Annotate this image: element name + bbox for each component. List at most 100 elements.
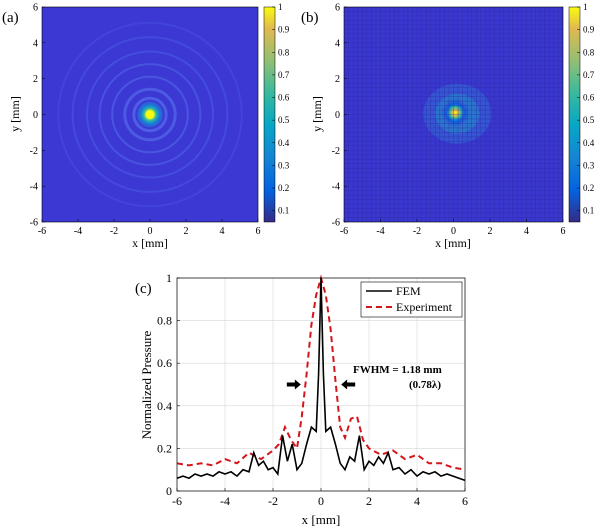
legend-fem-label: FEM bbox=[396, 284, 421, 298]
colorbar-tick-label: 0.3 bbox=[278, 160, 290, 170]
x-tick-label: -6 bbox=[38, 226, 46, 237]
line-chart-ylabel: Normalized Pressure bbox=[139, 330, 154, 439]
y-tick-label: -4 bbox=[332, 182, 340, 193]
x-tick-label: -6 bbox=[172, 494, 182, 508]
x-tick-label: 6 bbox=[256, 226, 261, 237]
line-chart-ticks: -6 -4 -2 0 2 4 6 0 0.2 0.4 0.6 0.8 1 bbox=[157, 271, 468, 508]
y-tick-label: 0.6 bbox=[157, 356, 172, 370]
panel-label-c: (c) bbox=[135, 281, 152, 297]
heatmap-a-ring bbox=[98, 63, 202, 166]
y-tick-label: 0 bbox=[166, 484, 172, 498]
heatmap-a-ring bbox=[71, 36, 229, 193]
x-tick-label: -2 bbox=[413, 226, 421, 237]
x-tick-label: -2 bbox=[268, 494, 278, 508]
legend-box bbox=[360, 281, 463, 318]
heatmap-a-ring bbox=[111, 75, 189, 154]
x-tick-label: 4 bbox=[524, 226, 529, 237]
y-tick-label: -4 bbox=[30, 182, 38, 193]
y-tick-label: 0.8 bbox=[157, 314, 172, 328]
colorbar-tick-label: 0.5 bbox=[278, 115, 290, 125]
colorbar-tick-label: 0.7 bbox=[583, 70, 595, 80]
heatmap-b-pixel-grid bbox=[344, 7, 563, 222]
colorbar-tick-label: 0.6 bbox=[278, 93, 290, 103]
colorbar-tick-label: 0.6 bbox=[583, 93, 595, 103]
y-tick-label: 2 bbox=[335, 74, 340, 85]
fwhm-lambda-label: (0.78λ) bbox=[409, 379, 441, 391]
colorbar-tick-label: 0.4 bbox=[278, 138, 290, 148]
x-tick-label: -4 bbox=[220, 494, 230, 508]
y-tick-label: 4 bbox=[335, 38, 340, 49]
y-tick-label: 2 bbox=[33, 74, 38, 85]
y-tick-label: 0.2 bbox=[157, 441, 172, 455]
legend-experiment-label: Experiment bbox=[396, 300, 453, 314]
heatmap-a-ring bbox=[86, 50, 214, 179]
line-chart-legend: FEM Experiment bbox=[360, 281, 463, 318]
x-tick-label: -2 bbox=[110, 226, 118, 237]
colorbar-tick-label: 1 bbox=[278, 2, 283, 12]
y-tick-label: -2 bbox=[332, 146, 340, 157]
y-tick-label: -6 bbox=[332, 218, 340, 229]
y-tick-label: -2 bbox=[30, 146, 38, 157]
heatmap-a-ring bbox=[123, 87, 177, 142]
x-tick-label: 2 bbox=[184, 226, 189, 237]
x-tick-label: -4 bbox=[376, 226, 384, 237]
x-tick-label: 6 bbox=[462, 494, 468, 508]
x-tick-label: 4 bbox=[414, 494, 420, 508]
y-tick-label: 4 bbox=[33, 38, 38, 49]
colorbar-a-ticks: 0.1 0.2 0.3 0.4 0.5 0.6 0.7 0.8 0.9 1 bbox=[272, 2, 290, 216]
colorbar-tick-label: 0.7 bbox=[278, 70, 290, 80]
line-chart-xlabel: x [mm] bbox=[302, 512, 341, 527]
x-tick-label: 4 bbox=[220, 226, 225, 237]
x-tick-label: -6 bbox=[340, 226, 348, 237]
colorbar-tick-label: 0.2 bbox=[278, 183, 289, 193]
colorbar-tick-label: 0.1 bbox=[278, 206, 289, 216]
colorbar-tick-label: 0.5 bbox=[583, 115, 595, 125]
colorbar-b bbox=[568, 6, 581, 223]
heatmap-a-ticks: -6 -4 -2 0 2 4 6 -6 -4 -2 0 2 4 6 bbox=[30, 3, 261, 238]
y-tick-label: -6 bbox=[30, 218, 38, 229]
x-tick-label: 2 bbox=[366, 494, 372, 508]
colorbar-tick-label: 0.4 bbox=[583, 138, 595, 148]
panel-label-b: (b) bbox=[301, 10, 319, 26]
x-tick-label: 0 bbox=[451, 226, 456, 237]
panel-label-a: (a) bbox=[2, 10, 19, 26]
heatmap-b-ylabel: y [mm] bbox=[310, 96, 324, 132]
x-tick-label: -4 bbox=[74, 226, 82, 237]
colorbar-tick-label: 0.9 bbox=[583, 25, 595, 35]
y-tick-label: 0 bbox=[335, 110, 340, 121]
x-tick-label: 0 bbox=[318, 494, 324, 508]
y-tick-label: 6 bbox=[33, 3, 38, 14]
heatmap-b-focus bbox=[441, 98, 470, 127]
fwhm-annotation: FWHM = 1.18 mm (0.78λ) bbox=[286, 364, 442, 391]
y-tick-label: 0.4 bbox=[157, 399, 172, 413]
x-tick-label: 6 bbox=[561, 226, 566, 237]
heatmap-a-focus bbox=[135, 99, 165, 130]
y-tick-label: 0 bbox=[33, 110, 38, 121]
colorbar-tick-label: 0.9 bbox=[278, 25, 290, 35]
colorbar-tick-label: 1 bbox=[583, 2, 588, 12]
x-tick-label: 2 bbox=[488, 226, 493, 237]
heatmap-b-ticks: -6 -4 -2 0 2 4 6 -6 -4 -2 0 2 4 6 bbox=[332, 3, 566, 238]
colorbar-b-ticks: 0.1 0.2 0.3 0.4 0.5 0.6 0.7 0.8 0.9 1 bbox=[577, 2, 595, 216]
fwhm-right-arrow-icon bbox=[341, 379, 356, 390]
colorbar-tick-label: 0.3 bbox=[583, 160, 595, 170]
colorbar-tick-label: 0.8 bbox=[583, 47, 595, 57]
heatmap-a-ring bbox=[57, 21, 243, 208]
heatmap-b-glow bbox=[423, 83, 492, 144]
colorbar-tick-label: 0.8 bbox=[278, 47, 290, 57]
fwhm-left-arrow-icon bbox=[286, 379, 301, 390]
y-tick-label: 1 bbox=[166, 271, 172, 285]
x-tick-label: 0 bbox=[148, 226, 153, 237]
heatmap-a-ring bbox=[132, 96, 168, 133]
heatmap-a-xlabel: x [mm] bbox=[132, 236, 168, 250]
y-tick-label: 6 bbox=[335, 3, 340, 14]
heatmap-b-xlabel: x [mm] bbox=[435, 236, 471, 250]
colorbar-tick-label: 0.1 bbox=[583, 206, 594, 216]
heatmap-a-ylabel: y [mm] bbox=[8, 96, 22, 132]
colorbar-tick-label: 0.2 bbox=[583, 183, 594, 193]
fwhm-label: FWHM = 1.18 mm bbox=[353, 364, 442, 376]
line-chart-c: -6 -4 -2 0 2 4 6 0 0.2 0.4 0.6 0.8 1 x [mm] Normaliz… bbox=[139, 271, 468, 527]
